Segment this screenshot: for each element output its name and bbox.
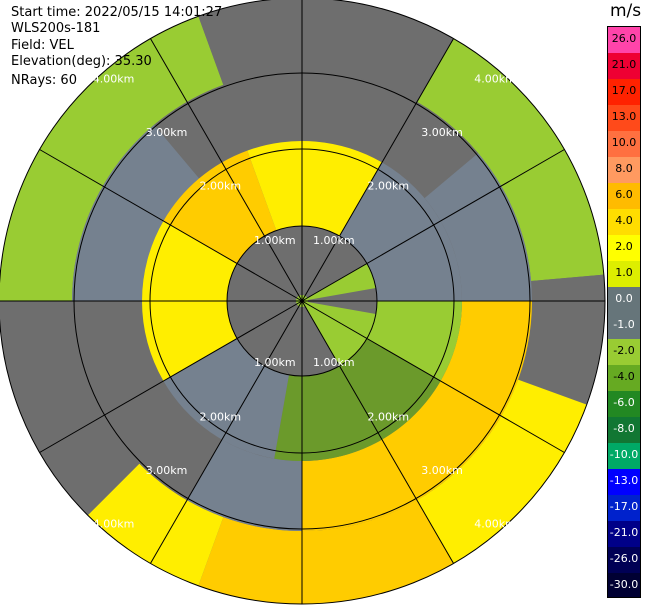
colorbar-segment	[608, 183, 640, 210]
range-label: 4.00km	[474, 517, 516, 530]
velocity-bin	[187, 439, 302, 531]
velocity-bin	[198, 0, 454, 102]
velocity-colorbar	[607, 26, 641, 598]
azimuth-spoke	[150, 300, 303, 564]
azimuth-spoke	[301, 300, 454, 564]
colorbar-segment	[608, 313, 640, 340]
velocity-bin	[304, 301, 376, 366]
velocity-bin	[163, 150, 277, 264]
colorbar-segment	[608, 339, 640, 366]
colorbar-segment	[608, 157, 640, 184]
velocity-bin	[247, 141, 382, 237]
azimuth-spoke	[301, 149, 565, 302]
colorbar-segment	[608, 261, 640, 288]
velocity-bin	[274, 338, 441, 461]
velocity-bin	[0, 301, 140, 516]
colorbar-tick-label: 8.0	[615, 162, 633, 175]
azimuth-spoke	[150, 38, 303, 302]
velocity-bin	[518, 274, 605, 405]
velocity-bin	[163, 338, 289, 459]
range-label: 2.00km	[200, 180, 242, 193]
colorbar-tick-label: 10.0	[611, 136, 637, 149]
azimuth-spoke	[39, 149, 303, 302]
range-label: 4.00km	[474, 73, 516, 86]
velocity-bin	[198, 500, 454, 604]
velocity-bin	[417, 379, 587, 564]
azimuth-spoke	[301, 38, 454, 302]
velocity-bin	[339, 162, 462, 301]
range-label: 1.00km	[313, 234, 355, 247]
colorbar-tick-label: -1.0	[613, 318, 635, 331]
colorbar-tick-label: 13.0	[611, 110, 637, 123]
velocity-bin	[302, 301, 532, 531]
nrays-label: NRays: 60	[11, 73, 77, 89]
colorbar-segment	[608, 79, 640, 106]
colorbar-segment	[608, 235, 640, 262]
range-label: 3.00km	[421, 126, 463, 139]
colorbar-segment	[608, 365, 640, 392]
colorbar-segment	[608, 209, 640, 236]
azimuth-spoke	[39, 300, 303, 453]
colorbar-segment	[608, 547, 640, 574]
velocity-bin	[0, 16, 224, 301]
colorbar-unit: m/s	[610, 1, 642, 21]
range-label: 1.00km	[313, 356, 355, 369]
velocity-bin	[366, 301, 462, 381]
colorbar-segment	[608, 521, 640, 548]
colorbar-segment	[608, 105, 640, 132]
colorbar-tick-label: 6.0	[615, 188, 633, 201]
range-label: 4.00km	[93, 517, 135, 530]
colorbar-segment	[608, 573, 640, 597]
colorbar-segment	[608, 131, 640, 158]
colorbar-segment	[608, 391, 640, 418]
velocity-bin	[154, 71, 479, 199]
colorbar-tick-label: -10.0	[609, 448, 639, 461]
range-label: 2.00km	[367, 410, 409, 423]
colorbar-tick-label: -4.0	[613, 370, 635, 383]
range-label: 3.00km	[421, 464, 463, 477]
colorbar-segment	[608, 287, 640, 314]
colorbar-tick-label: 2.0	[615, 240, 633, 253]
colorbar-segment	[608, 27, 640, 54]
elevation-label: Elevation(deg): 35.30	[11, 53, 152, 69]
colorbar-tick-label: 21.0	[611, 58, 637, 71]
velocity-bin	[72, 301, 222, 501]
velocity-bin	[424, 153, 532, 301]
instrument-label: WLS200s-181	[11, 21, 101, 37]
colorbar-tick-label: -17.0	[609, 500, 639, 513]
colorbar-tick-label: -6.0	[613, 396, 635, 409]
start-time-label: Start time: 2022/05/15 14:01:27	[11, 5, 223, 20]
colorbar-segment	[608, 443, 640, 470]
velocity-bin	[417, 38, 604, 281]
colorbar-segment	[608, 417, 640, 444]
range-label: 1.00km	[254, 356, 296, 369]
range-label: 2.00km	[367, 180, 409, 193]
azimuth-spoke	[301, 300, 565, 453]
colorbar-segment	[608, 495, 640, 522]
colorbar-tick-label: -8.0	[613, 422, 635, 435]
colorbar-tick-label: 1.0	[615, 266, 633, 279]
colorbar-tick-label: -13.0	[609, 474, 639, 487]
colorbar-segment	[608, 53, 640, 80]
colorbar-tick-label: -30.0	[609, 578, 639, 591]
colorbar-tick-label: 26.0	[611, 32, 637, 45]
velocity-bin	[72, 124, 200, 301]
range-label: 3.00km	[146, 464, 188, 477]
colorbar-segment	[608, 469, 640, 496]
colorbar-tick-label: -2.0	[613, 344, 635, 357]
range-label: 3.00km	[146, 126, 188, 139]
colorbar-tick-label: 17.0	[611, 84, 637, 97]
colorbar-tick-label: -21.0	[609, 526, 639, 539]
field-label: Field: VEL	[11, 37, 74, 53]
range-label: 2.00km	[200, 410, 242, 423]
colorbar-tick-label: 0.0	[615, 292, 633, 305]
scan-info: Start time: 2022/05/15 14:01:27 WLS200s-…	[11, 5, 222, 89]
colorbar-tick-label: 4.0	[615, 214, 633, 227]
range-label: 1.00km	[254, 234, 296, 247]
colorbar-tick-label: -26.0	[609, 552, 639, 565]
velocity-bin	[87, 463, 224, 586]
range-label: 4.00km	[93, 73, 135, 86]
velocity-bin	[306, 263, 376, 301]
